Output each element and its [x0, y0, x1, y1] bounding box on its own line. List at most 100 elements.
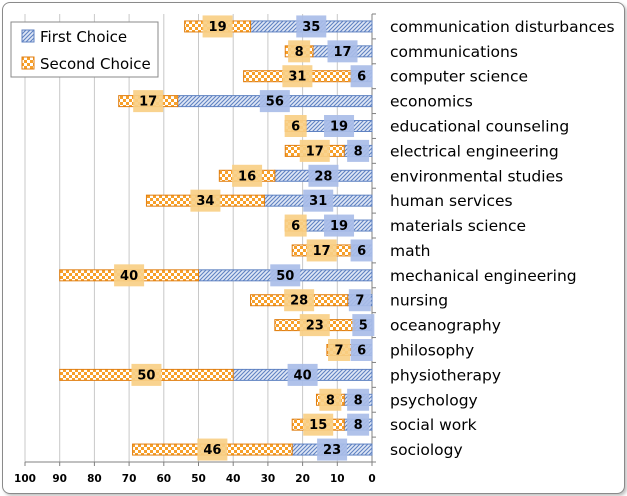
x-tick-label: 10	[330, 473, 345, 485]
legend-swatch-second-choice	[21, 56, 35, 70]
data-label-second-choice-educational-counseling: 6	[284, 115, 307, 137]
data-label-second-choice-social-work: 15	[303, 413, 334, 436]
category-label-mechanical-engineering: mechanical engineering	[390, 267, 577, 285]
data-label-second-choice-computer-science-text: 31	[288, 70, 306, 85]
data-label-first-choice-social-work-box	[347, 413, 370, 436]
data-label-first-choice-communications-box	[327, 40, 358, 63]
x-tick-label: 100	[14, 473, 36, 485]
data-label-second-choice-economics-box	[133, 90, 164, 113]
data-label-first-choice-materials-science-text: 19	[330, 219, 348, 234]
x-tick-label: 20	[295, 473, 310, 485]
data-label-second-choice-human-services: 34	[190, 189, 221, 212]
data-label-second-choice-environmental-studies-box	[232, 164, 263, 187]
data-label-first-choice-economics-text: 56	[266, 95, 284, 110]
data-label-second-choice-philosophy: 7	[328, 339, 351, 361]
data-label-second-choice-environmental-studies: 16	[232, 164, 263, 187]
data-label-second-choice-sociology: 46	[197, 438, 228, 461]
data-label-first-choice-electrical-engineering: 8	[347, 139, 370, 162]
data-label-second-choice-computer-science-box	[282, 65, 313, 88]
category-label-oceanography: oceanography	[390, 317, 501, 335]
data-label-first-choice-economics-box	[259, 90, 290, 113]
category-label-electrical-engineering: electrical engineering	[390, 142, 559, 160]
data-label-second-choice-electrical-engineering-text: 17	[306, 144, 324, 159]
data-label-first-choice-math-text: 6	[357, 244, 366, 259]
data-label-first-choice-computer-science-text: 6	[357, 70, 366, 85]
data-label-first-choice-communications: 17	[327, 40, 358, 63]
data-label-second-choice-math-text: 17	[313, 244, 331, 259]
data-label-first-choice-human-services: 31	[303, 189, 334, 212]
grid-lines	[24, 13, 376, 466]
data-label-first-choice-sociology-text: 23	[323, 443, 341, 458]
data-label-second-choice-communication-disturbances: 19	[202, 15, 233, 38]
data-label-first-choice-philosophy-text: 6	[357, 344, 366, 359]
data-label-second-choice-physiotherapy: 50	[131, 363, 162, 386]
data-label-second-choice-nursing-text: 28	[290, 294, 308, 309]
data-label-second-choice-oceanography-text: 23	[306, 319, 324, 334]
data-label-first-choice-human-services-text: 31	[309, 194, 327, 209]
data-label-first-choice-oceanography: 5	[352, 314, 375, 337]
category-label-math: math	[390, 242, 431, 260]
data-label-first-choice-mechanical-engineering-box	[270, 264, 301, 287]
category-label-materials-science: materials science	[390, 217, 526, 235]
data-label-first-choice-electrical-engineering-text: 8	[354, 144, 363, 159]
data-label-second-choice-sociology-box	[197, 438, 228, 461]
data-label-first-choice-environmental-studies: 28	[308, 164, 339, 187]
x-tick-label: 50	[191, 473, 206, 485]
data-label-second-choice-mechanical-engineering-box	[114, 264, 145, 287]
data-label-second-choice-philosophy-text: 7	[335, 344, 344, 359]
data-label-second-choice-psychology: 8	[319, 388, 342, 411]
data-label-first-choice-human-services-box	[303, 189, 334, 212]
data-label-second-choice-physiotherapy-text: 50	[137, 368, 155, 383]
data-label-first-choice-nursing-box	[348, 289, 371, 312]
data-label-second-choice-social-work-text: 15	[309, 418, 327, 433]
data-label-second-choice-environmental-studies-text: 16	[238, 169, 256, 184]
data-label-first-choice-oceanography-box	[352, 314, 375, 337]
data-label-first-choice-physiotherapy-text: 40	[294, 368, 312, 383]
data-label-second-choice-mechanical-engineering: 40	[114, 264, 145, 287]
category-label-nursing: nursing	[390, 292, 448, 310]
data-label-second-choice-electrical-engineering: 17	[299, 139, 330, 162]
data-label-second-choice-oceanography-box	[299, 314, 330, 337]
data-labels: 3519178631561719681728163134196617504072…	[114, 15, 375, 461]
category-labels: communication disturbances communications…	[390, 18, 615, 459]
x-tick-label: 70	[122, 473, 137, 485]
data-label-first-choice-materials-science: 19	[324, 214, 355, 237]
data-label-first-choice-oceanography-text: 5	[359, 319, 368, 334]
data-label-second-choice-communication-disturbances-box	[202, 15, 233, 38]
x-tick-label: 40	[226, 473, 241, 485]
data-label-first-choice-environmental-studies-text: 28	[314, 169, 332, 184]
data-label-first-choice-computer-science-box	[350, 65, 373, 88]
data-label-second-choice-oceanography: 23	[299, 314, 330, 337]
data-label-first-choice-mechanical-engineering: 50	[270, 264, 301, 287]
category-label-communication-disturbances: communication disturbances	[390, 18, 615, 36]
data-label-first-choice-nursing: 7	[348, 289, 371, 312]
data-label-first-choice-communication-disturbances-box	[296, 15, 327, 38]
data-label-second-choice-social-work-box	[303, 413, 334, 436]
category-label-psychology: psychology	[390, 391, 478, 409]
data-label-first-choice-sociology-box	[317, 438, 348, 461]
x-tick-label: 60	[156, 473, 171, 485]
data-label-second-choice-nursing: 28	[284, 289, 315, 312]
data-label-first-choice-math: 6	[350, 239, 373, 262]
data-label-second-choice-mechanical-engineering-text: 40	[120, 269, 138, 284]
data-label-first-choice-mechanical-engineering-text: 50	[276, 269, 294, 284]
data-label-second-choice-psychology-box	[319, 388, 342, 411]
data-label-second-choice-nursing-box	[284, 289, 315, 312]
data-label-first-choice-physiotherapy: 40	[287, 363, 318, 386]
category-label-communications: communications	[390, 43, 518, 61]
data-label-second-choice-educational-counseling-box	[284, 115, 307, 137]
category-label-human-services: human services	[390, 192, 513, 210]
data-label-first-choice-environmental-studies-box	[308, 164, 339, 187]
category-label-environmental-studies: environmental studies	[390, 167, 563, 185]
legend-box	[10, 21, 159, 78]
data-label-first-choice-educational-counseling: 19	[324, 115, 355, 137]
x-tick-labels: 100 90 80 70 60 50 40 30 20 10 0	[14, 473, 376, 485]
legend: First Choice Second Choice	[10, 21, 159, 78]
data-label-second-choice-math-box	[306, 239, 337, 262]
data-label-second-choice-materials-science-box	[284, 214, 307, 237]
data-label-first-choice-nursing-text: 7	[355, 294, 364, 309]
x-tick-label: 80	[87, 473, 102, 485]
data-label-first-choice-electrical-engineering-box	[347, 139, 370, 162]
data-label-second-choice-sociology-text: 46	[203, 443, 221, 458]
